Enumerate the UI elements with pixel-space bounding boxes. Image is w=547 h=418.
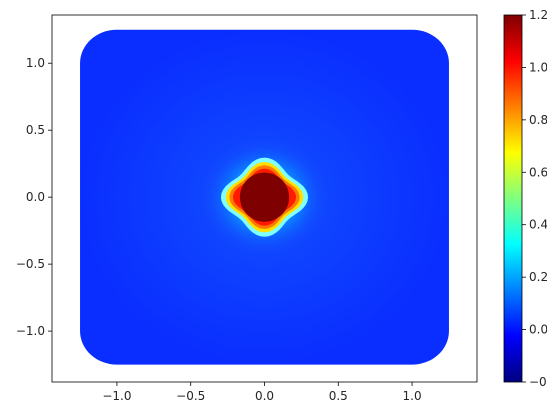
x-tick-label: 1.0 (403, 389, 422, 403)
y-tick-label: 0.0 (26, 190, 45, 204)
colorbar-tick-label: 0.4 (529, 218, 547, 232)
y-tick-label: −0.5 (16, 257, 45, 271)
colorbar-tick-label: 0.6 (529, 165, 547, 179)
colorbar-tick-label: −0.2 (529, 375, 547, 389)
x-axis: −1.0 −0.5 0.0 0.5 1.0 (102, 382, 422, 403)
colorbar-tick-label: 0.0 (529, 323, 547, 337)
plot-area (80, 29, 449, 365)
colorbar-tick-label: 0.2 (529, 270, 547, 284)
y-tick-label: 1.0 (26, 56, 45, 70)
y-tick-label: 0.5 (26, 123, 45, 137)
x-tick-label: −1.0 (102, 389, 131, 403)
x-tick-label: 0.5 (329, 389, 348, 403)
colorbar-tick-label: 0.8 (529, 113, 547, 127)
y-tick-label: −1.0 (16, 324, 45, 338)
x-tick-label: 0.0 (255, 389, 274, 403)
colorbar-tick-label: 1.2 (529, 8, 547, 22)
peak-core (239, 172, 290, 222)
colorbar (503, 14, 523, 383)
y-axis: 1.0 0.5 0.0 −0.5 −1.0 (16, 56, 52, 338)
colorbar-axis: 1.2 1.0 0.8 0.6 0.4 0.2 0.0 −0.2 (522, 8, 547, 389)
colorbar-tick-label: 1.0 (529, 60, 547, 74)
x-tick-label: −0.5 (176, 389, 205, 403)
